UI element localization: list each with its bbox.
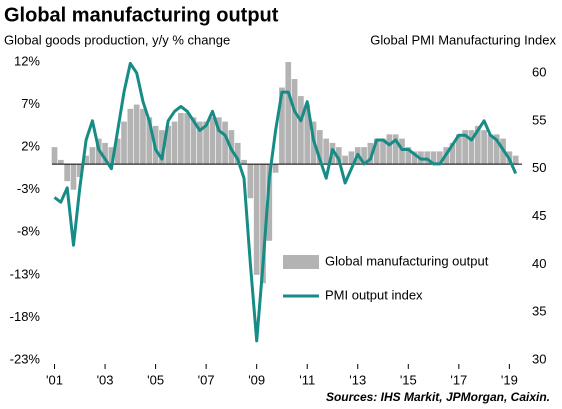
- bar: [58, 159, 64, 165]
- bar: [127, 108, 134, 165]
- legend-swatch: [283, 255, 319, 269]
- x-tick-label: '13: [349, 372, 366, 387]
- y-tick-label: 12%: [14, 53, 40, 68]
- x-tick-label: '15: [400, 372, 417, 387]
- bar: [64, 164, 71, 182]
- bar: [317, 130, 323, 165]
- bar: [462, 130, 468, 165]
- bar: [209, 117, 216, 165]
- bar: [449, 142, 456, 165]
- bar: [380, 138, 386, 165]
- bar: [323, 138, 330, 165]
- bar: [171, 121, 178, 165]
- bar: [399, 138, 405, 165]
- bar: [304, 104, 311, 165]
- bar: [76, 164, 83, 177]
- x-tick-label: '11: [299, 372, 315, 387]
- bar: [234, 142, 241, 165]
- y-tick-label: 7%: [21, 96, 40, 111]
- x-tick-label: '07: [198, 372, 215, 387]
- line: [53, 61, 518, 343]
- bar: [196, 121, 203, 165]
- bar: [178, 113, 184, 165]
- y2-tick-label: 60: [532, 64, 546, 79]
- bar: [83, 155, 89, 165]
- bar: [455, 134, 462, 165]
- bar: [481, 130, 487, 165]
- bar: [493, 134, 500, 165]
- y-tick-label: -18%: [10, 309, 41, 324]
- bar: [260, 164, 266, 284]
- bar: [190, 117, 197, 165]
- bar: [215, 117, 222, 165]
- bar: [247, 164, 254, 199]
- bar: [348, 151, 355, 165]
- chart-title: Global manufacturing output: [4, 4, 279, 26]
- bar: [361, 147, 367, 165]
- bar: [266, 164, 273, 241]
- bar: [411, 151, 418, 165]
- bar: [165, 125, 172, 165]
- y2-tick-label: 50: [532, 160, 546, 175]
- bar: [437, 151, 443, 165]
- bar: [184, 113, 191, 165]
- bar: [392, 134, 399, 165]
- x-tick-label: '05: [147, 372, 164, 387]
- x-tick-label: '01: [46, 372, 63, 387]
- y2-axis-label: Global PMI Manufacturing Index: [370, 32, 556, 47]
- x-tick-label: '19: [501, 372, 518, 387]
- bar: [159, 130, 165, 165]
- bar: [114, 138, 121, 165]
- bar: [102, 142, 108, 165]
- y2-tick-label: 40: [532, 256, 546, 271]
- bar: [133, 104, 140, 165]
- y-tick-label: 2%: [21, 139, 40, 154]
- x-tick-label: '03: [97, 372, 114, 387]
- y-tick-label: -8%: [17, 224, 41, 239]
- bar: [367, 142, 374, 165]
- bar: [512, 155, 519, 165]
- bar: [285, 62, 292, 165]
- bar: [291, 79, 298, 165]
- bar: [203, 121, 209, 165]
- y2-tick-label: 35: [532, 304, 546, 319]
- source: Sources: IHS Markit, JPMorgan, Caixin.: [326, 390, 550, 404]
- bar: [342, 155, 348, 165]
- legend-label: PMI output index: [325, 287, 423, 302]
- bar: [373, 138, 380, 165]
- y-tick-label: -23%: [10, 351, 41, 366]
- y2-tick-label: 45: [532, 208, 546, 223]
- bar: [108, 147, 115, 165]
- bar: [335, 147, 342, 165]
- y-axis-label: Global goods production, y/y % change: [4, 32, 230, 47]
- bar: [279, 87, 285, 165]
- bar: [487, 134, 494, 165]
- x-tick-label: '17: [450, 372, 467, 387]
- bar: [89, 147, 96, 165]
- y-tick-label: -13%: [10, 266, 41, 281]
- x-tick-label: '09: [248, 372, 265, 387]
- bar: [298, 96, 304, 165]
- bar: [70, 164, 77, 190]
- bar: [140, 108, 146, 165]
- bar: [253, 164, 260, 275]
- bar: [405, 147, 412, 165]
- bar: [386, 134, 393, 165]
- bar: [430, 151, 437, 165]
- bar: [146, 117, 153, 165]
- bar: [241, 159, 247, 165]
- bar: [474, 125, 481, 165]
- legend-label: Global manufacturing output: [325, 253, 489, 268]
- y2-tick-label: 55: [532, 112, 546, 127]
- bar: [121, 121, 127, 165]
- bar: [468, 130, 475, 165]
- bar: [51, 147, 58, 165]
- y2-tick-label: 30: [532, 351, 546, 366]
- bar: [222, 121, 228, 165]
- bar: [272, 164, 279, 173]
- y-tick-label: -3%: [17, 181, 41, 196]
